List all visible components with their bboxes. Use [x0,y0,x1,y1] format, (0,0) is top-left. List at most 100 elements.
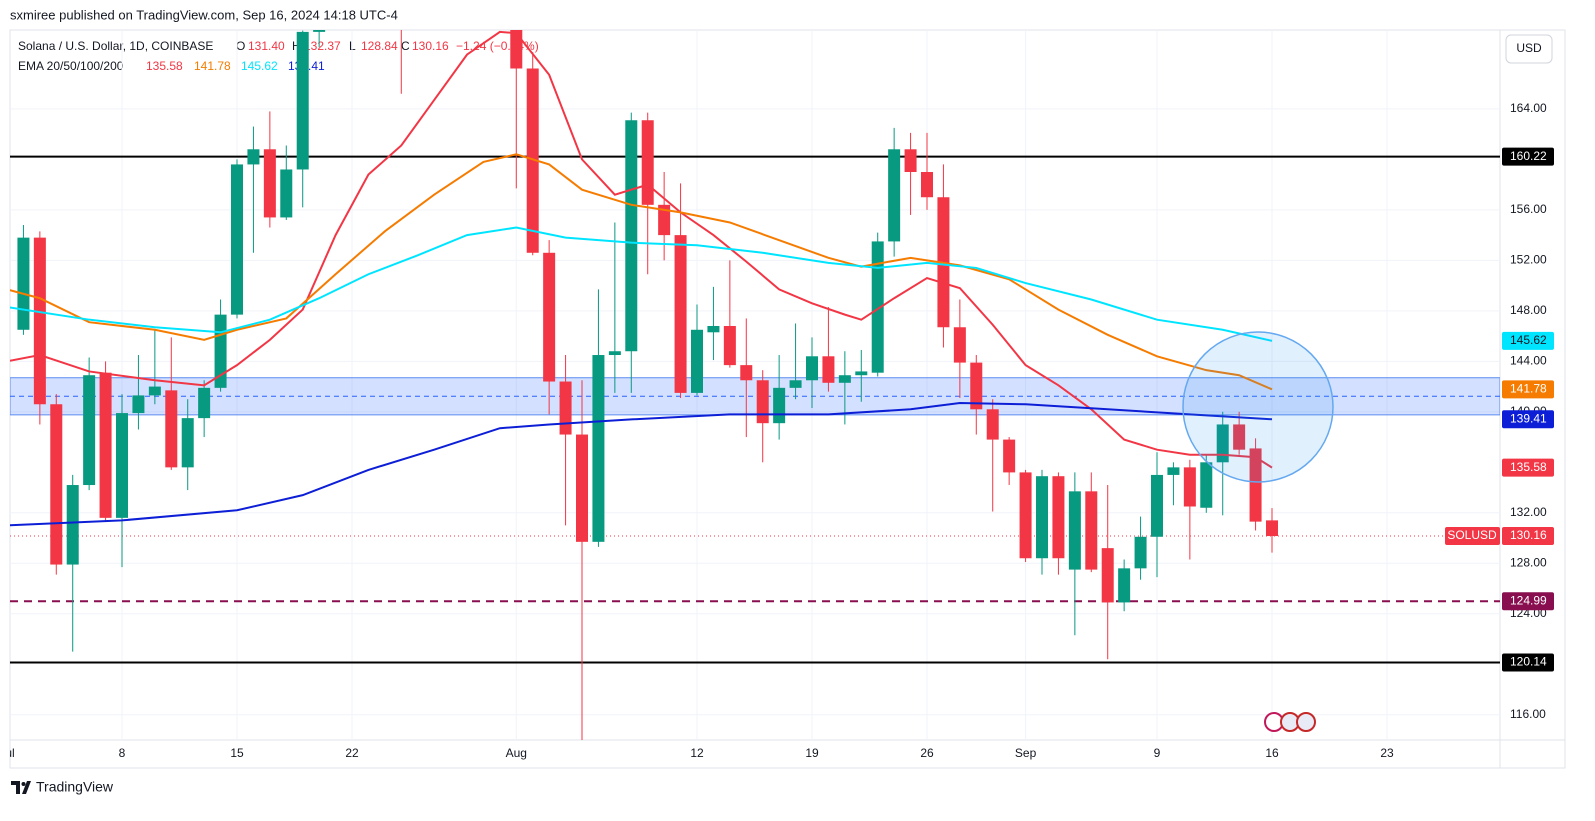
currency-label[interactable]: USD [1516,41,1542,55]
candle-body [953,327,966,363]
candle-body [1068,491,1081,570]
plot [10,0,1500,740]
x-tick-label: 16 [1265,746,1279,760]
candle-body [1249,448,1262,522]
candle-body [1167,467,1180,475]
candle-body [1019,472,1032,559]
candle-body [296,31,309,170]
legend-symbol: Solana / U.S. Dollar, 1D, COINBASE [18,39,213,53]
ema-price-label: 139.41 [1510,411,1547,425]
candle-body [99,372,112,518]
ema-price-label-bg [1502,380,1554,399]
candle-body [970,362,983,410]
footer-logo: TradingView [11,779,114,795]
candle-body [1052,476,1065,559]
ema-price-label-bg [1502,458,1554,477]
candle-body [806,356,818,381]
last-price-label: 130.16 [1510,528,1547,542]
y-tick-label: 116.00 [1510,707,1546,721]
symbol-label: SOLUSD [1447,528,1497,542]
candle-body [641,120,654,205]
logo-mark [11,781,31,794]
candle-body [592,355,605,542]
x-tick-group: Jul 8 15 22 Aug 12 19 26 Sep 9 16 23 [0,746,1394,760]
x-tick-label: 9 [1154,746,1161,760]
event-icons [1264,712,1316,732]
candle-body [1233,424,1246,450]
logo-dot [21,782,26,786]
ema-price-label: 135.58 [1510,460,1547,474]
candle-body [740,365,753,381]
level-label-bg [1502,147,1554,166]
ema-line [10,153,1273,391]
x-tick-label: 26 [920,746,934,760]
candle-body [66,485,79,565]
currency-button[interactable] [1505,34,1553,64]
candle-body [1003,439,1016,473]
candle-body [132,395,145,414]
ema-line [10,226,1273,342]
candle-body [773,387,786,424]
candle-body [247,149,260,165]
legend-close: 130.16 [412,39,449,53]
candle-body [789,380,802,388]
published-line: sxmiree published on TradingView.com, Se… [10,7,398,22]
y-tick-label: 128.00 [1510,555,1547,569]
candle-body [871,241,884,373]
level-label: 120.14 [1510,655,1547,669]
last-price-label-bg [1502,527,1554,546]
candle-body [280,169,293,218]
legend-h: H [292,39,301,53]
candle-body [1183,467,1196,507]
candle-body [165,390,178,468]
candle-body [756,380,769,424]
candle-body [50,404,63,565]
legend-ema-value: 135.58 [146,59,183,73]
ema-line [10,401,1273,527]
level-label-bg [1502,653,1554,672]
candle-body [691,329,703,393]
level-label: 124.99 [1510,593,1547,607]
candle-body [1085,491,1098,570]
candle-body [231,164,243,315]
legend-ema-value: 145.62 [241,59,278,73]
x-tick-label: 15 [230,746,244,760]
candle-body [625,120,638,352]
candle-body [986,409,999,440]
candle-body [674,235,687,393]
ema-price-label: 145.62 [1510,333,1547,347]
candle-body [855,371,868,376]
legend-o: O [236,39,245,53]
symbol-label-bg [1445,527,1500,546]
candle-body [608,351,621,356]
candle-body [1036,476,1048,559]
x-tick-label: 19 [805,746,819,760]
candle-body [181,418,194,468]
candle-body [707,325,720,333]
x-tick-label: Sep [1015,746,1037,760]
legend-ema: EMA 20/50/100/200 [18,59,124,73]
candle-body [904,149,917,172]
candle-body [412,0,424,21]
x-tick-label: Jul [0,746,15,760]
x-tick-label: 23 [1380,746,1394,760]
candle-body [822,356,835,383]
candle-body [17,237,30,330]
footer-brand: TradingView [36,779,114,795]
x-tick-label: 8 [119,746,126,760]
candle-body [116,413,128,518]
candle-body [526,68,539,253]
level-label-bg [1502,592,1554,611]
candle-body [313,30,326,32]
level-label: 160.22 [1510,149,1547,163]
candle-body [921,172,933,198]
candle-body [576,434,588,542]
x-tick-label: 12 [690,746,704,760]
candle-body [1151,474,1163,537]
legend-c: C [401,39,410,53]
candle-body [33,237,46,405]
ema-price-label: 141.78 [1510,382,1547,396]
candle-body [83,375,96,486]
candle-body [1134,536,1147,569]
